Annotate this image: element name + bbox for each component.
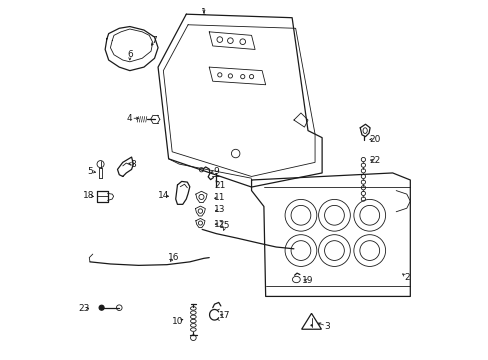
Text: 12: 12	[214, 220, 225, 229]
Circle shape	[310, 325, 312, 326]
Circle shape	[99, 305, 104, 310]
Text: 21: 21	[214, 181, 225, 190]
Text: 7: 7	[151, 36, 157, 45]
Text: 4: 4	[127, 114, 132, 123]
Text: 19: 19	[302, 276, 313, 285]
Text: 6: 6	[127, 50, 132, 59]
Text: 13: 13	[214, 206, 225, 215]
Text: 11: 11	[214, 193, 225, 202]
Text: 3: 3	[324, 322, 329, 331]
Text: 20: 20	[368, 135, 380, 144]
Text: 1: 1	[201, 8, 206, 17]
Text: 18: 18	[82, 192, 94, 201]
Text: 17: 17	[219, 311, 230, 320]
Text: 22: 22	[368, 156, 380, 165]
Text: 15: 15	[219, 221, 230, 230]
Text: 5: 5	[87, 167, 93, 176]
Text: 10: 10	[171, 317, 183, 325]
Text: 16: 16	[168, 253, 179, 262]
Text: 9: 9	[213, 167, 219, 176]
Text: 8: 8	[130, 159, 136, 168]
Text: 14: 14	[157, 192, 169, 201]
Text: 2: 2	[403, 273, 409, 282]
Text: 23: 23	[78, 304, 89, 313]
